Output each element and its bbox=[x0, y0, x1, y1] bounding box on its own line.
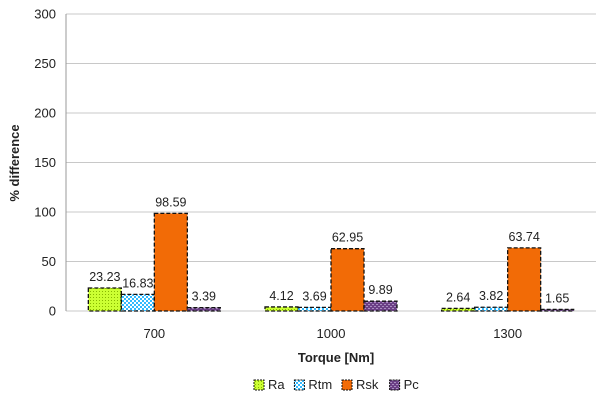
legend-label-ra: Ra bbox=[268, 377, 285, 392]
legend-swatch-pc bbox=[389, 379, 401, 391]
y-tick-label: 0 bbox=[49, 304, 56, 319]
x-tick-label: 700 bbox=[143, 326, 165, 341]
data-label-rsk-700: 98.59 bbox=[155, 195, 186, 209]
bar-ra-1000 bbox=[264, 306, 299, 312]
legend-swatch-ra bbox=[253, 379, 265, 391]
data-label-ra-1300: 2.64 bbox=[446, 290, 470, 304]
bar-rsk-1300 bbox=[507, 247, 542, 312]
bar-pc-700 bbox=[186, 306, 221, 312]
data-label-rtm-1000: 3.69 bbox=[302, 289, 326, 303]
bar-ra-1300 bbox=[441, 307, 476, 312]
data-label-pc-1300: 1.65 bbox=[545, 291, 569, 305]
y-tick-label: 100 bbox=[34, 205, 56, 220]
legend-swatch-rsk bbox=[341, 379, 353, 391]
bar-pc-1000 bbox=[363, 300, 398, 312]
bar-pc-1300 bbox=[540, 308, 575, 312]
bars bbox=[87, 212, 575, 312]
data-label-pc-1000: 9.89 bbox=[368, 283, 392, 297]
x-tick-label: 1000 bbox=[317, 326, 346, 341]
y-axis-title: % difference bbox=[7, 124, 22, 201]
data-label-ra-700: 23.23 bbox=[89, 270, 120, 284]
data-label-rsk-1000: 62.95 bbox=[332, 231, 363, 245]
bar-rsk-700 bbox=[153, 212, 188, 312]
legend-label-pc: Pc bbox=[404, 377, 420, 392]
data-label-rtm-1300: 3.82 bbox=[479, 289, 503, 303]
bar-rtm-1000 bbox=[297, 306, 332, 312]
legend: Ra Rtm Rsk Pc bbox=[253, 377, 420, 392]
y-tick-labels: 0 50 100 150 200 250 300 bbox=[34, 7, 56, 319]
legend-label-rtm: Rtm bbox=[308, 377, 332, 392]
y-tick-label: 250 bbox=[34, 56, 56, 71]
bar-ra-700 bbox=[87, 287, 122, 312]
y-tick-label: 150 bbox=[34, 155, 56, 170]
data-label-pc-700: 3.39 bbox=[192, 290, 216, 304]
data-labels: 23.23 16.83 98.59 3.39 4.12 3.69 62.95 9.89 2.64… bbox=[89, 195, 569, 305]
bar-rsk-1000 bbox=[330, 248, 365, 312]
data-label-ra-1000: 4.12 bbox=[269, 289, 293, 303]
x-tick-labels: 700 1000 1300 bbox=[143, 326, 522, 341]
y-tick-label: 300 bbox=[34, 7, 56, 22]
data-label-rtm-700: 16.83 bbox=[122, 276, 153, 290]
x-tick-label: 1300 bbox=[493, 326, 522, 341]
legend-swatch-rtm bbox=[293, 379, 305, 391]
bar-rtm-1300 bbox=[474, 306, 509, 312]
x-axis-title: Torque [Nm] bbox=[298, 350, 374, 365]
legend-label-rsk: Rsk bbox=[356, 377, 379, 392]
y-tick-label: 50 bbox=[42, 254, 56, 269]
bar-rtm-700 bbox=[120, 293, 155, 312]
y-tick-label: 200 bbox=[34, 106, 56, 121]
data-label-rsk-1300: 63.74 bbox=[509, 230, 540, 244]
